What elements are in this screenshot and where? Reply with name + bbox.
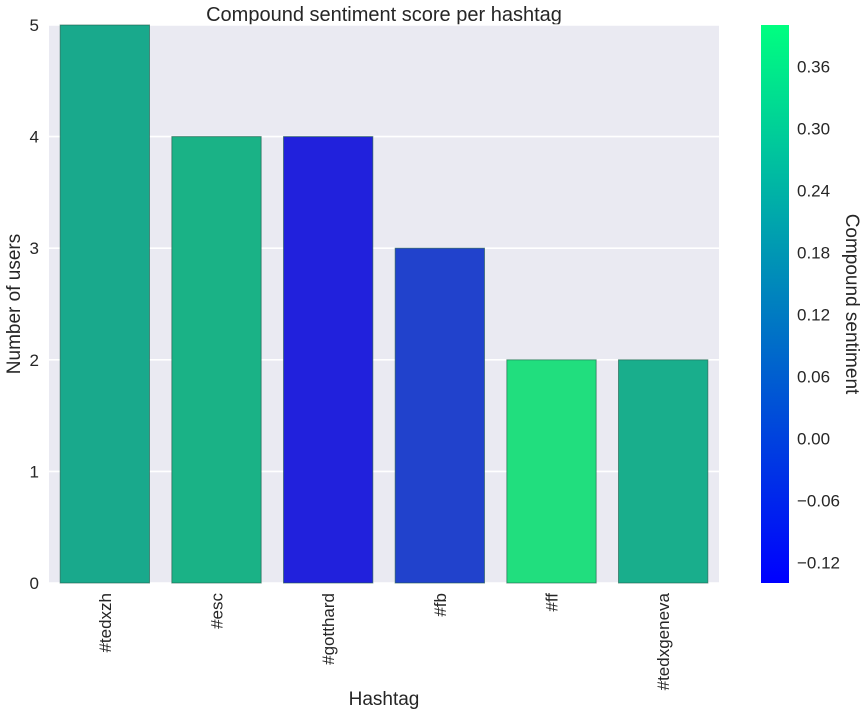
bar [283, 136, 374, 584]
colorbar-tick-label: 0.30 [797, 119, 830, 138]
bar [394, 247, 485, 584]
y-tick-labels: 0 1 2 3 4 5 [30, 16, 39, 593]
colorbar-tick-label: 0.12 [797, 305, 830, 324]
x-tick-label: #esc [208, 593, 227, 629]
bar [171, 136, 262, 584]
y-tick-label: 4 [30, 128, 39, 147]
y-tick-label: 5 [30, 16, 39, 35]
x-tick-labels: #tedxzh #esc #gotthard #fb #ff #tedxgeneva [96, 592, 673, 690]
y-tick-label: 0 [30, 574, 39, 593]
x-tick-label: #tedxgeneva [654, 592, 673, 690]
x-axis-label: Hashtag [349, 689, 420, 710]
y-tick-label: 1 [30, 462, 39, 481]
y-tick-label: 3 [30, 239, 39, 258]
x-tick-label: #tedxzh [96, 593, 115, 653]
colorbar-tick-labels: −0.12 −0.06 0.00 0.06 0.12 0.18 0.24 0.30 0.36 [797, 57, 840, 572]
x-tick-label: #ff [543, 593, 562, 612]
bar [618, 359, 709, 584]
chart-title: Compound sentiment score per hashtag [206, 4, 562, 26]
grid-lines [49, 24, 719, 584]
x-tick-label: #fb [431, 593, 450, 617]
colorbar-label: Compound sentiment [841, 214, 862, 395]
y-tick-label: 2 [30, 351, 39, 370]
colorbar-tick-label: −0.12 [797, 553, 840, 572]
colorbar-tick-label: 0.36 [797, 57, 830, 76]
bar [59, 24, 151, 584]
colorbar-tick-label: 0.24 [797, 181, 830, 200]
bars [59, 24, 709, 584]
colorbar [761, 25, 789, 583]
colorbar-tick-label: 0.00 [797, 429, 830, 448]
y-axis-label: Number of users [4, 234, 25, 374]
colorbar-tick-label: 0.18 [797, 243, 830, 262]
colorbar-tick-label: −0.06 [797, 491, 840, 510]
x-tick-label: #gotthard [319, 593, 338, 665]
bar [506, 359, 597, 584]
colorbar-tick-label: 0.06 [797, 367, 830, 386]
plot-area [49, 25, 719, 583]
